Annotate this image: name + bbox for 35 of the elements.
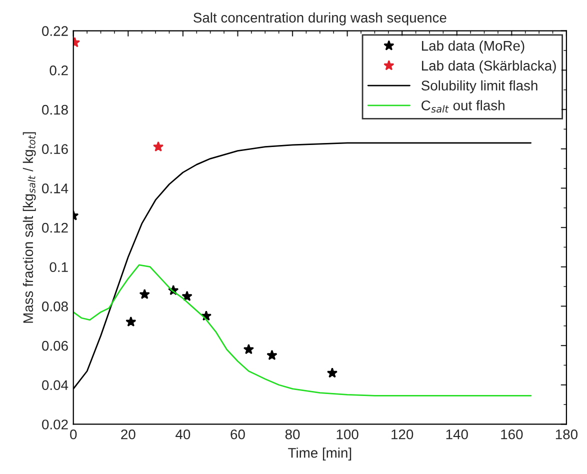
y-tick-label: 0.14 [42,184,68,194]
point [182,290,192,301]
y-axis-title: Mass fraction salt [kg$_{salt}$ / kg$_{tot}$] [22,132,36,323]
x-axis-title: Time [min] [288,448,352,461]
y-tick-label: 0.12 [42,222,68,233]
y-tick-label: 0.02 [42,420,68,430]
y-tick-label: 0.22 [42,26,68,36]
y-tick-label: 0.06 [42,340,68,351]
x-tick-label: 140 [446,429,468,440]
x-tick-label: 60 [230,429,245,440]
legend-label: C$_{salt}$ out flash [422,100,504,113]
y-tick-label: 0.16 [42,144,68,154]
x-tick-label: 160 [501,429,523,440]
legend-label: Lab data (MoRe) [422,40,524,54]
x-tick-label: 100 [336,429,358,440]
x-tick-label: 80 [285,429,300,440]
y-tick-label: 0.08 [42,302,68,312]
y-tick-label: 0.2 [50,65,68,76]
x-tick-label: 180 [556,429,578,440]
y-tick-label: 0.18 [42,104,68,115]
chart-title: Salt concentration during wash sequence [194,12,446,26]
point [243,344,254,354]
legend-label: Solubility limit flash [421,80,538,94]
x-tick-label: 40 [176,429,190,440]
legend-label: Lab data (Skärblacka) [422,60,556,74]
point [126,316,136,327]
y-tick-label: 0.04 [42,380,68,390]
x-tick-label: 120 [392,429,414,440]
point [139,288,150,300]
point [266,350,278,360]
x-tick-label: 20 [121,429,136,440]
line-series [73,264,532,396]
point [326,368,338,378]
x-tick-label: 0 [70,429,77,440]
y-tick-label: 0.1 [50,262,68,272]
